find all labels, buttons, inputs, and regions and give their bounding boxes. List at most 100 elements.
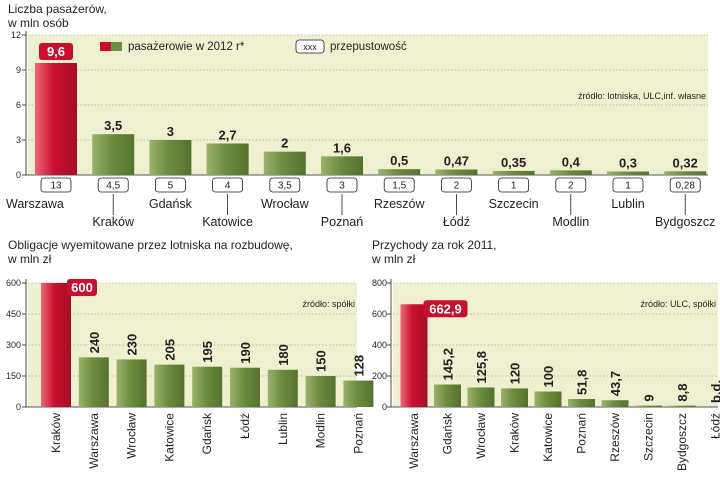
bonds-category-label: Łódź [238,413,252,439]
capacity-value: 13 [50,181,62,192]
capacity-legend-box-text: xxx [303,42,317,52]
capacity-box [555,177,587,193]
passengers-value-label: 0,5 [390,153,408,168]
passengers-value-label: 1,6 [333,140,351,155]
bonds-bar [192,366,223,407]
revenue-source: źródło: ULC, spółki [640,299,716,309]
bonds-bar [267,369,298,407]
capacity-box [40,177,72,193]
revenue-value-label: 43,7 [608,371,623,396]
revenue-value-label: b.d. [709,380,720,403]
bonds-y-tick-label: 0 [16,402,21,412]
revenue-title-line-2: w mln zł [372,252,416,266]
revenue-bar [601,400,629,407]
revenue-value-label: 125,8 [474,351,489,384]
revenue-value-label: 662,9 [429,301,462,316]
capacity-box [612,177,644,193]
bonds-value-label: 190 [238,342,253,364]
revenue-bar [568,398,595,407]
bonds-bar [154,364,185,407]
passengers-value-label: 3,5 [104,118,122,133]
passengers-category-label: Gdańsk [149,197,193,211]
capacity-value: 2 [454,181,460,192]
passengers-bar [549,170,592,175]
revenue-y-tick-label: 0 [382,402,387,412]
capacity-box [669,177,701,193]
revenue-y-tick-label: 200 [372,371,387,381]
passengers-legend-swatch [100,42,122,51]
capacity-box [440,177,472,193]
revenue-value-label: 8,8 [675,384,690,402]
passengers-value-label: 0,35 [501,155,526,170]
bonds-category-label: Wrocław [125,413,139,459]
bonds-value-label: 128 [351,355,366,377]
capacity-box [383,177,415,193]
bonds-value-badge [67,279,97,296]
bonds-value-label: 600 [71,280,93,295]
capacity-legend-label: przepustowość [330,41,407,53]
passengers-bar [492,170,535,175]
passengers-legend-label: pasażerowie w 2012 r* [128,41,245,53]
passengers-chart-title: Liczba pasażerów, w mln osób [8,2,268,30]
revenue-bar [668,405,696,407]
passengers-value-label: 9,6 [47,44,65,59]
bonds-bar [343,380,374,407]
capacity-value: 0,28 [675,181,695,192]
bonds-category-label: Warszawa [87,413,101,469]
passengers-category-label: Warszawa [6,197,64,211]
passengers-value-label: 0,3 [619,156,637,171]
passengers-category-label: Rzeszów [374,197,426,211]
capacity-box [498,177,530,193]
passengers-value-label: 0,4 [562,154,581,169]
revenue-bar [434,384,461,407]
bonds-category-label: Lublin [276,413,290,445]
passengers-category-label: Modlin [552,215,589,229]
passengers-title-line-1: Liczba pasażerów, [8,2,107,16]
revenue-y-tick-label: 800 [372,278,387,288]
passengers-category-label: Katowice [202,215,253,229]
capacity-value: 1 [625,181,631,192]
bonds-value-label: 230 [125,334,140,356]
revenue-y-tick-label: 400 [372,340,387,350]
bonds-value-label: 150 [314,350,329,372]
passengers-category-label: Bydgoszcz [655,215,715,229]
passengers-bar [378,169,421,175]
revenue-bar [501,388,528,407]
bonds-bar [78,357,109,407]
capacity-value: 1 [511,181,517,192]
revenue-category-label: Gdańsk [441,412,455,454]
bonds-chart-title: Obligacje wyemitowane przez lotniska na … [8,238,388,266]
passengers-value-label: 2 [281,136,288,151]
capacity-value: 3 [339,181,345,192]
passengers-title-line-2: w mln osób [8,16,69,30]
capacity-box [326,177,358,193]
revenue-category-label: Szczecin [642,413,656,461]
bonds-title-line-2: w mln zł [8,252,52,266]
bonds-title-line-1: Obligacje wyemitowane przez lotniska na … [8,238,293,252]
passengers-y-tick-label: 3 [16,135,21,145]
bonds-category-label: Gdańsk [200,412,214,454]
revenue-category-label: Katowice [541,413,555,462]
capacity-box [212,177,244,193]
passengers-value-label: 2,7 [219,128,237,143]
passengers-category-label: Szczecin [489,197,539,211]
passengers-y-tick-label: 12 [11,30,21,40]
passengers-bar [92,134,135,175]
bonds-source: źródło: spółki [302,299,355,309]
capacity-box [97,177,129,193]
passengers-bar [435,169,478,175]
capacity-value: 4 [225,181,231,192]
bonds-bar [305,376,336,407]
revenue-category-label: Kraków [508,413,522,453]
revenue-title-line-1: Przychody za rok 2011, [372,238,497,252]
passengers-value-label: 0,47 [444,154,469,169]
capacity-value: 3,5 [278,181,292,192]
bonds-category-label: Katowice [162,413,176,462]
revenue-category-label: Poznań [575,413,589,454]
bonds-value-label: 205 [162,339,177,361]
revenue-bar [534,391,562,407]
passengers-value-badge [39,43,73,60]
bonds-bar [230,367,260,407]
revenue-value-label: 9 [642,394,657,401]
